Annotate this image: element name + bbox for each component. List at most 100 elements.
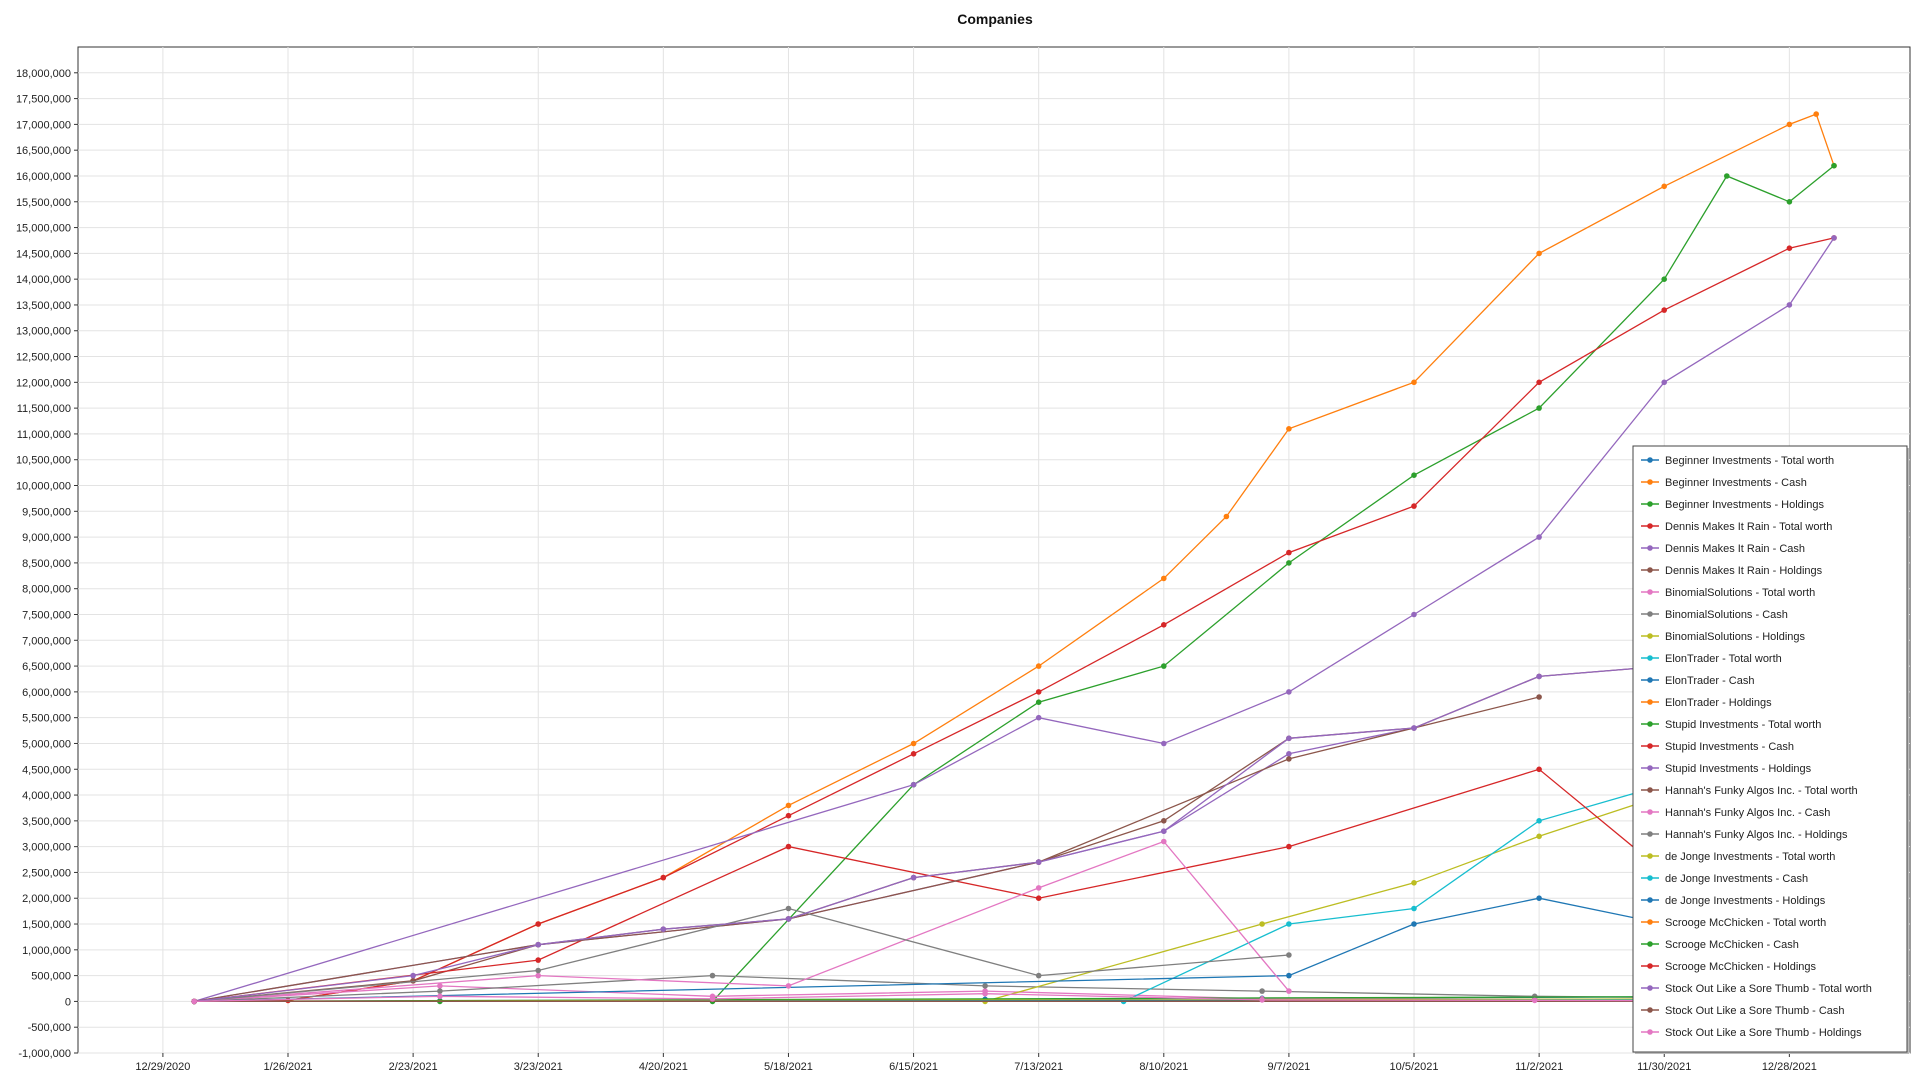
data-point — [660, 874, 667, 881]
legend-swatch-marker — [1647, 567, 1653, 573]
data-point — [709, 996, 716, 1002]
data-point — [1161, 818, 1167, 824]
axis-layer: -1,000,000 -500,000 0 500,000 1,000,000 1,500… — [16, 68, 1817, 1073]
data-point — [535, 967, 541, 974]
legend-swatch-marker — [1647, 941, 1653, 947]
data-point — [1724, 173, 1730, 179]
data-point — [1286, 560, 1292, 566]
data-point — [660, 926, 667, 932]
data-point — [982, 983, 988, 989]
y-tick-label: 3,500,000 — [22, 816, 71, 828]
y-tick-label: 15,000,000 — [16, 223, 71, 235]
legend-swatch-marker — [1647, 721, 1653, 727]
data-point — [1536, 534, 1542, 540]
data-point — [1786, 199, 1793, 205]
legend-entry: Stock Out Like a Sore Thumb - Cash — [1665, 1005, 1845, 1017]
data-point — [1161, 575, 1167, 582]
data-point — [1786, 121, 1793, 128]
data-point — [785, 843, 792, 850]
legend-entry: Dennis Makes It Rain - Total worth — [1665, 521, 1832, 533]
x-tick-label: 11/2/2021 — [1515, 1061, 1563, 1073]
y-tick-label: 15,500,000 — [16, 197, 71, 209]
legend-swatch-marker — [1647, 809, 1653, 815]
x-tick-label: 5/18/2021 — [764, 1061, 813, 1073]
data-point — [1786, 302, 1793, 308]
data-point — [1259, 997, 1265, 1003]
legend-entry: ElonTrader - Holdings — [1665, 697, 1772, 709]
data-point — [1286, 756, 1292, 762]
y-tick-label: 11,500,000 — [17, 403, 71, 415]
y-tick-label: 9,500,000 — [22, 506, 71, 518]
data-point — [785, 905, 792, 912]
legend-swatch-marker — [1647, 589, 1653, 595]
data-point — [1286, 549, 1292, 556]
legend-entry: Hannah's Funky Algos Inc. - Total worth — [1665, 785, 1858, 797]
data-point — [1536, 250, 1542, 257]
legend-swatch-marker — [1647, 787, 1653, 793]
legend-entry: BinomialSolutions - Total worth — [1665, 587, 1815, 599]
y-tick-label: -500,000 — [28, 1022, 71, 1034]
data-point — [785, 916, 792, 922]
data-point — [1286, 988, 1292, 994]
legend-swatch-marker — [1647, 677, 1653, 683]
x-tick-label: 2/23/2021 — [389, 1061, 438, 1073]
legend-swatch-marker — [1647, 1029, 1653, 1035]
y-tick-label: 8,000,000 — [22, 584, 71, 596]
data-point — [910, 874, 917, 881]
y-tick-label: 17,000,000 — [16, 119, 71, 131]
data-point — [1661, 276, 1667, 283]
x-tick-label: 7/13/2021 — [1014, 1061, 1063, 1073]
data-point — [1286, 952, 1292, 958]
y-tick-label: 13,500,000 — [16, 300, 71, 312]
data-point — [1161, 663, 1167, 669]
y-tick-label: 1,000,000 — [22, 945, 71, 957]
data-point — [1536, 833, 1542, 840]
legend-entry: Beginner Investments - Cash — [1665, 477, 1807, 489]
y-tick-label: 16,000,000 — [16, 171, 71, 183]
legend-swatch-marker — [1647, 479, 1653, 485]
data-point — [910, 781, 917, 788]
y-tick-label: 4,500,000 — [22, 764, 71, 776]
y-tick-label: 2,000,000 — [22, 893, 71, 905]
data-point — [1661, 307, 1667, 313]
x-tick-label: 12/29/2020 — [135, 1061, 190, 1073]
y-tick-label: -1,000,000 — [18, 1048, 71, 1060]
data-point — [1035, 663, 1042, 669]
data-point — [1161, 740, 1167, 747]
legend-swatch-marker — [1647, 501, 1653, 507]
data-point — [1536, 895, 1542, 901]
legend-entry: de Jonge Investments - Holdings — [1665, 895, 1826, 907]
legend-entry: Scrooge McChicken - Holdings — [1665, 961, 1817, 973]
legend-entry: Dennis Makes It Rain - Holdings — [1665, 565, 1823, 577]
series-17 — [191, 905, 1292, 1005]
y-tick-label: 18,000,000 — [16, 68, 71, 80]
data-point — [1035, 972, 1042, 979]
legend-entry: BinomialSolutions - Holdings — [1665, 631, 1806, 643]
x-tick-label: 8/10/2021 — [1139, 1061, 1188, 1073]
legend-swatch-marker — [1647, 457, 1653, 463]
x-tick-label: 3/23/2021 — [514, 1061, 563, 1073]
legend-entry: BinomialSolutions - Cash — [1665, 609, 1788, 621]
data-point — [1411, 725, 1417, 731]
y-tick-label: 12,500,000 — [16, 352, 71, 364]
data-point — [1259, 921, 1265, 927]
legend-entry: Stock Out Like a Sore Thumb - Total wort… — [1665, 983, 1872, 995]
y-tick-label: 12,000,000 — [16, 377, 71, 389]
data-point — [1161, 828, 1167, 834]
data-point — [535, 941, 541, 948]
x-tick-label: 9/7/2021 — [1267, 1061, 1310, 1073]
x-tick-label: 10/5/2021 — [1390, 1061, 1439, 1073]
data-point — [1161, 622, 1167, 628]
legend-entry: Stock Out Like a Sore Thumb - Holdings — [1665, 1027, 1862, 1039]
data-point — [1661, 379, 1667, 386]
legend-entry: Scrooge McChicken - Cash — [1665, 939, 1799, 951]
data-point — [410, 972, 416, 979]
data-point — [1035, 859, 1042, 865]
data-point — [982, 990, 988, 997]
data-point — [1536, 379, 1542, 386]
data-point — [535, 957, 541, 963]
series-line — [194, 696, 1540, 1003]
legend-entry: Scrooge McChicken - Total worth — [1665, 917, 1826, 929]
